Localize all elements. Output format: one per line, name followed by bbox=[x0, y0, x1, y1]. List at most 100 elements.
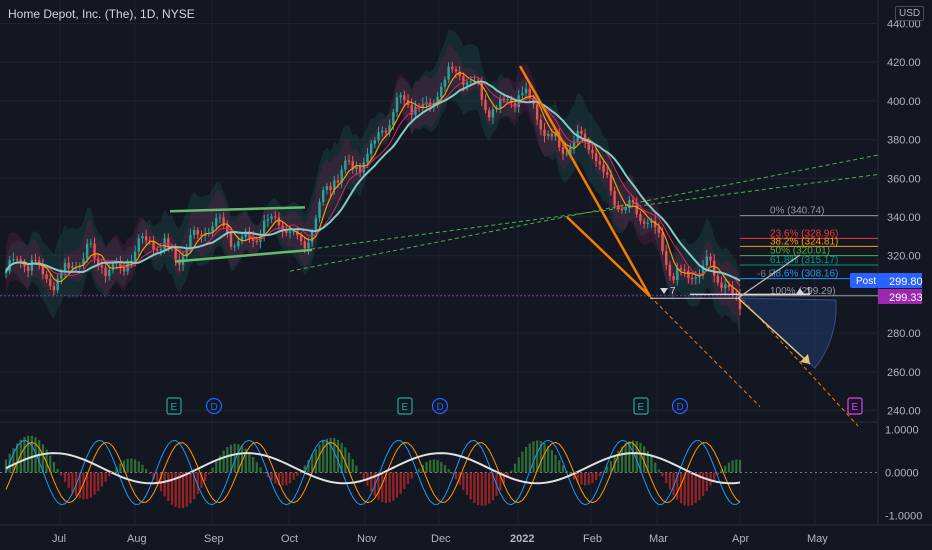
oscillator-bar bbox=[694, 472, 697, 504]
oscillator-bar bbox=[93, 472, 96, 495]
post-price-badge bbox=[878, 273, 922, 288]
oscillator-bar bbox=[631, 440, 635, 473]
oscillator-bar bbox=[211, 467, 214, 473]
oscillator-bar bbox=[650, 456, 653, 473]
price-tick-label: 280.00 bbox=[887, 328, 921, 340]
oscillator-bar bbox=[705, 472, 708, 491]
oscillator-bar bbox=[635, 441, 638, 473]
candle-body bbox=[591, 150, 594, 154]
oscillator-bar bbox=[447, 469, 450, 473]
time-tick-label: 2022 bbox=[510, 533, 534, 545]
earnings-event-marker[interactable] bbox=[397, 397, 413, 415]
candle-body bbox=[56, 278, 59, 291]
candle-body bbox=[583, 133, 587, 142]
projection-fan bbox=[736, 297, 837, 369]
projection-ray bbox=[737, 254, 801, 299]
candle-body bbox=[156, 249, 159, 251]
oscillator-bar bbox=[311, 454, 314, 473]
oscillator-bar bbox=[550, 450, 553, 473]
oscillator-bar bbox=[170, 472, 174, 505]
dividend-event-marker[interactable] bbox=[205, 397, 223, 415]
candle-body bbox=[609, 174, 613, 191]
earnings-event-marker[interactable] bbox=[633, 397, 649, 415]
oscillator-bar bbox=[240, 445, 244, 473]
candle-body bbox=[454, 69, 458, 72]
chart-title: Home Depot, Inc. (The), 1D, NYSE bbox=[8, 7, 195, 21]
oscillator-bar bbox=[488, 472, 491, 504]
candle-body bbox=[192, 230, 196, 235]
oscillator-bar bbox=[536, 440, 539, 473]
oscillator-bar bbox=[226, 447, 229, 473]
candle-body bbox=[369, 143, 373, 154]
time-tick-label: Oct bbox=[281, 533, 298, 545]
oscillator-bar bbox=[82, 472, 85, 500]
dividend-event-marker[interactable] bbox=[431, 397, 449, 415]
candle-body bbox=[720, 282, 723, 289]
oscillator-bar bbox=[336, 439, 340, 473]
oscillator-bar bbox=[351, 458, 354, 473]
oscillator-bar bbox=[215, 461, 218, 473]
oscillator-bar bbox=[676, 472, 679, 500]
currency-button[interactable]: USD bbox=[895, 6, 925, 21]
oscillator-bar bbox=[19, 439, 22, 473]
candle-body bbox=[45, 274, 48, 280]
candle-body bbox=[569, 147, 572, 154]
candle-body bbox=[657, 227, 661, 233]
oscillator-bar bbox=[595, 472, 598, 481]
oscillator-bar bbox=[418, 468, 421, 473]
candle-body bbox=[690, 278, 694, 280]
oscillator-bar bbox=[277, 472, 281, 486]
oscillator-bar bbox=[15, 443, 19, 473]
candle-body bbox=[71, 266, 74, 269]
oscillator-bar bbox=[333, 438, 336, 473]
candle-body bbox=[60, 272, 63, 279]
price-tick-label: 260.00 bbox=[887, 367, 921, 379]
candle-body bbox=[624, 208, 627, 211]
candle-body bbox=[63, 263, 67, 273]
oscillator-bar bbox=[67, 472, 70, 488]
candle-body bbox=[447, 66, 450, 80]
fib-level-label: 23.6% (328.96) bbox=[770, 228, 838, 239]
candle-body bbox=[694, 277, 697, 279]
dividend-event-marker[interactable] bbox=[671, 397, 689, 415]
oscillator-bar bbox=[126, 458, 129, 473]
candle-body bbox=[292, 231, 295, 233]
oscillator-bar bbox=[156, 472, 159, 486]
earnings-event-marker[interactable] bbox=[166, 397, 182, 415]
oscillator-bar bbox=[406, 472, 410, 484]
oscillator-bar bbox=[702, 472, 705, 496]
oscillator-bar bbox=[263, 472, 266, 474]
candle-body bbox=[203, 233, 207, 236]
candle-body bbox=[598, 161, 602, 165]
oscillator-bar bbox=[266, 472, 269, 477]
candle-body bbox=[89, 243, 93, 245]
candle-body bbox=[122, 267, 126, 272]
oscillator-bar bbox=[724, 465, 727, 473]
event-label: E bbox=[638, 402, 645, 413]
oscillator-bar bbox=[152, 472, 155, 480]
oscillator-tick-label: 1.0000 bbox=[885, 425, 919, 437]
candle-body bbox=[196, 230, 199, 235]
candle-body bbox=[310, 231, 314, 243]
oscillator-bar bbox=[200, 472, 203, 488]
oscillator-bar bbox=[735, 459, 738, 473]
candle-body bbox=[277, 217, 281, 226]
candle-body bbox=[274, 216, 277, 218]
candle-body bbox=[403, 95, 406, 101]
time-tick-label: Sep bbox=[204, 533, 224, 545]
candle-body bbox=[366, 153, 369, 163]
time-tick-label: Apr bbox=[732, 533, 749, 545]
candle-body bbox=[724, 284, 727, 289]
oscillator-bar bbox=[731, 460, 734, 473]
candle-body bbox=[347, 160, 351, 162]
time-tick-label: Aug bbox=[127, 533, 147, 545]
oscillator-bar bbox=[244, 448, 247, 473]
candle-body bbox=[395, 97, 399, 112]
candle-body bbox=[248, 231, 251, 238]
earnings-event-marker[interactable] bbox=[847, 397, 863, 415]
oscillator-bar bbox=[71, 472, 74, 493]
oscillator-bar bbox=[63, 472, 67, 483]
oscillator-bar bbox=[49, 455, 52, 473]
oscillator-bar bbox=[45, 449, 48, 473]
